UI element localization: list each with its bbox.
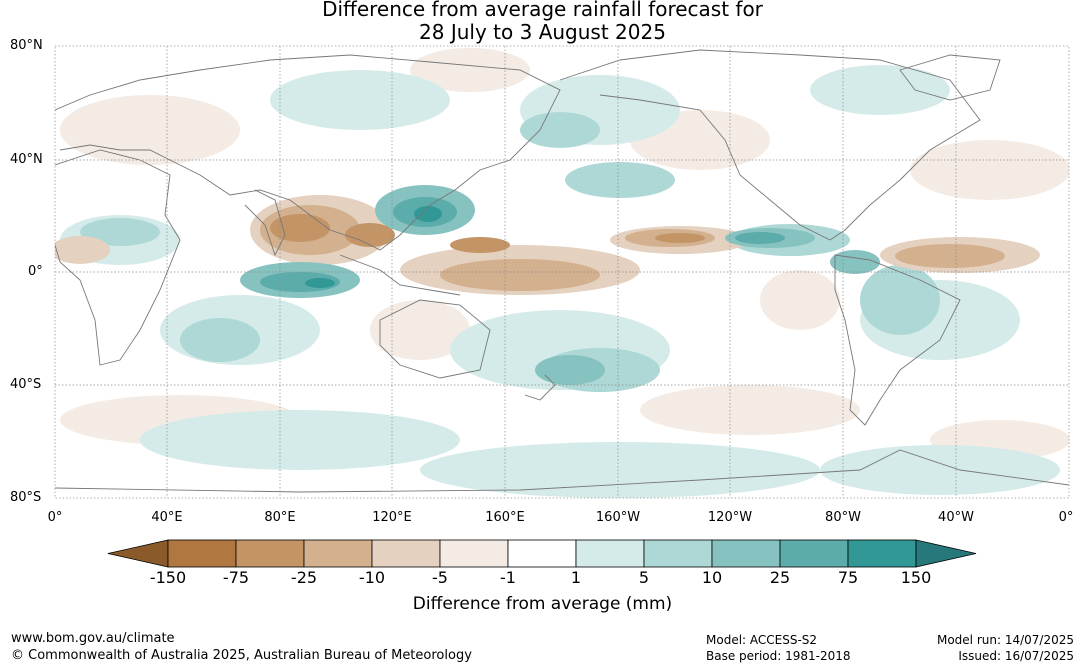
legend-swatch xyxy=(439,539,509,568)
footer-copyright: © Commonwealth of Australia 2025, Austra… xyxy=(11,648,472,663)
lat-label-80n: 80°N xyxy=(10,38,43,53)
footer-website: www.bom.gov.au/climate xyxy=(11,631,175,646)
map-title-line-2: 28 July to 3 August 2025 xyxy=(419,20,666,44)
footer-model-run: Model run: 14/07/2025 xyxy=(936,633,1074,647)
legend-tick-label: -75 xyxy=(222,568,250,587)
lon-label-160e: 160°E xyxy=(485,510,525,525)
lon-label-40e: 40°E xyxy=(151,510,183,525)
coastlines xyxy=(55,49,1069,493)
legend-tick-label: 5 xyxy=(638,568,650,587)
lat-label-40s: 40°S xyxy=(10,377,42,392)
legend-title: Difference from average (mm) xyxy=(412,594,673,614)
lat-label-80s: 80°S xyxy=(10,490,42,505)
legend-tick-label: -25 xyxy=(290,568,318,587)
legend-swatch xyxy=(303,539,373,568)
map-frame xyxy=(54,45,1070,499)
legend-swatch xyxy=(507,539,577,568)
legend-swatch xyxy=(779,539,849,568)
lon-label-40w: 40°W xyxy=(938,510,974,525)
legend-swatch xyxy=(371,539,441,568)
legend-tick-label: 25 xyxy=(769,568,791,587)
legend-swatch xyxy=(235,539,305,568)
legend-tick-label: 75 xyxy=(837,568,859,587)
legend-swatch xyxy=(167,539,237,568)
footer-issued: Issued: 16/07/2025 xyxy=(958,649,1074,663)
legend-tick-label: -10 xyxy=(358,568,386,587)
legend-swatch xyxy=(575,539,645,568)
footer-base-period: Base period: 1981-2018 xyxy=(706,649,851,663)
legend-tick-label: 150 xyxy=(900,568,932,587)
graticule xyxy=(55,46,1069,498)
lat-label-40n: 40°N xyxy=(10,152,43,167)
lon-label-120e: 120°E xyxy=(372,510,412,525)
legend-swatch xyxy=(643,539,713,568)
legend-tick-label: -1 xyxy=(500,568,516,587)
footer-model: Model: ACCESS-S2 xyxy=(706,633,818,647)
lon-label-80e: 80°E xyxy=(264,510,296,525)
lon-label-160w: 160°W xyxy=(595,510,641,525)
lon-label-0-east: 0° xyxy=(1058,510,1074,525)
map-title-line-1: Difference from average rainfall forecas… xyxy=(322,0,763,21)
anomaly-shading xyxy=(55,48,1069,498)
legend-swatch xyxy=(847,539,917,568)
legend-arrow-low xyxy=(107,539,169,568)
lon-label-120w: 120°W xyxy=(707,510,753,525)
lon-label-0-west: 0° xyxy=(47,510,63,525)
legend-arrow-high xyxy=(915,539,977,568)
legend-tick-label: 10 xyxy=(701,568,723,587)
legend-tick-label: 1 xyxy=(570,568,582,587)
legend-tick-label: -150 xyxy=(149,568,187,587)
legend-swatch xyxy=(711,539,781,568)
lon-label-80w: 80°W xyxy=(825,510,861,525)
lat-label-equator: 0° xyxy=(28,264,43,279)
legend-tick-label: -5 xyxy=(432,568,448,587)
